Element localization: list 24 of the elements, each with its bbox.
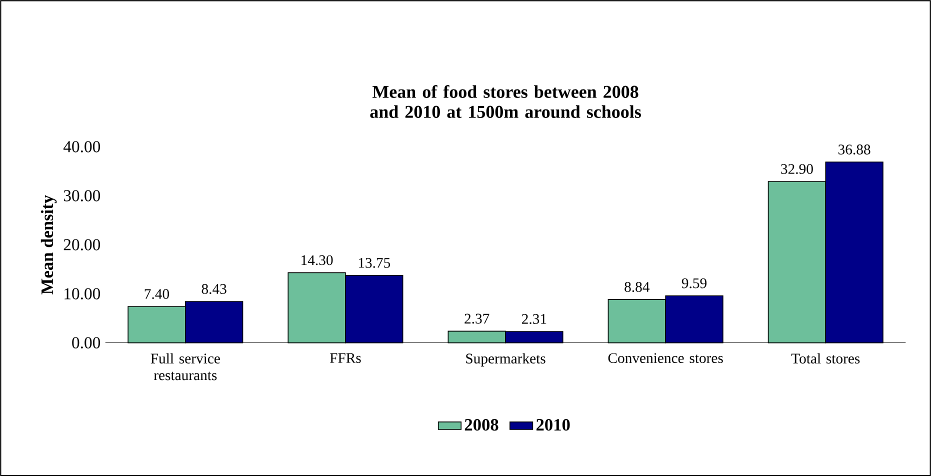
data-label: 9.59	[682, 278, 706, 288]
x-tick-label: Full service restaurants	[150, 353, 220, 380]
data-label: 14.30	[302, 255, 333, 266]
x-tick-label: Convenience stores	[608, 353, 723, 363]
x-tick-label: Total stores	[791, 353, 860, 364]
data-label: 2.37	[464, 314, 490, 324]
data-label: 8.84	[624, 282, 650, 292]
y-tick-label: 10.00	[64, 288, 100, 300]
data-label: 2.31	[522, 314, 546, 324]
data-label: 36.88	[838, 144, 870, 154]
data-label: 32.90	[781, 164, 813, 174]
x-tick-label: Supermarkets	[466, 353, 546, 366]
y-tick-label: 40.00	[63, 140, 100, 152]
data-label: 8.43	[202, 284, 226, 294]
data-label: 7.40	[144, 288, 170, 299]
y-tick-label: 30.00	[64, 190, 100, 202]
y-tick-label: 0.00	[72, 337, 100, 348]
y-tick-label: 20.00	[64, 239, 100, 250]
chart-title: Mean of food stores between 2008 and 2010 at 1500m around schools	[370, 85, 641, 118]
x-tick-label: FFRs	[330, 353, 361, 363]
legend-label: 2008	[464, 418, 498, 431]
data-label: 13.75	[358, 258, 390, 268]
y-axis-title: Mean density	[40, 195, 57, 294]
legend-label: 2010	[536, 418, 570, 431]
